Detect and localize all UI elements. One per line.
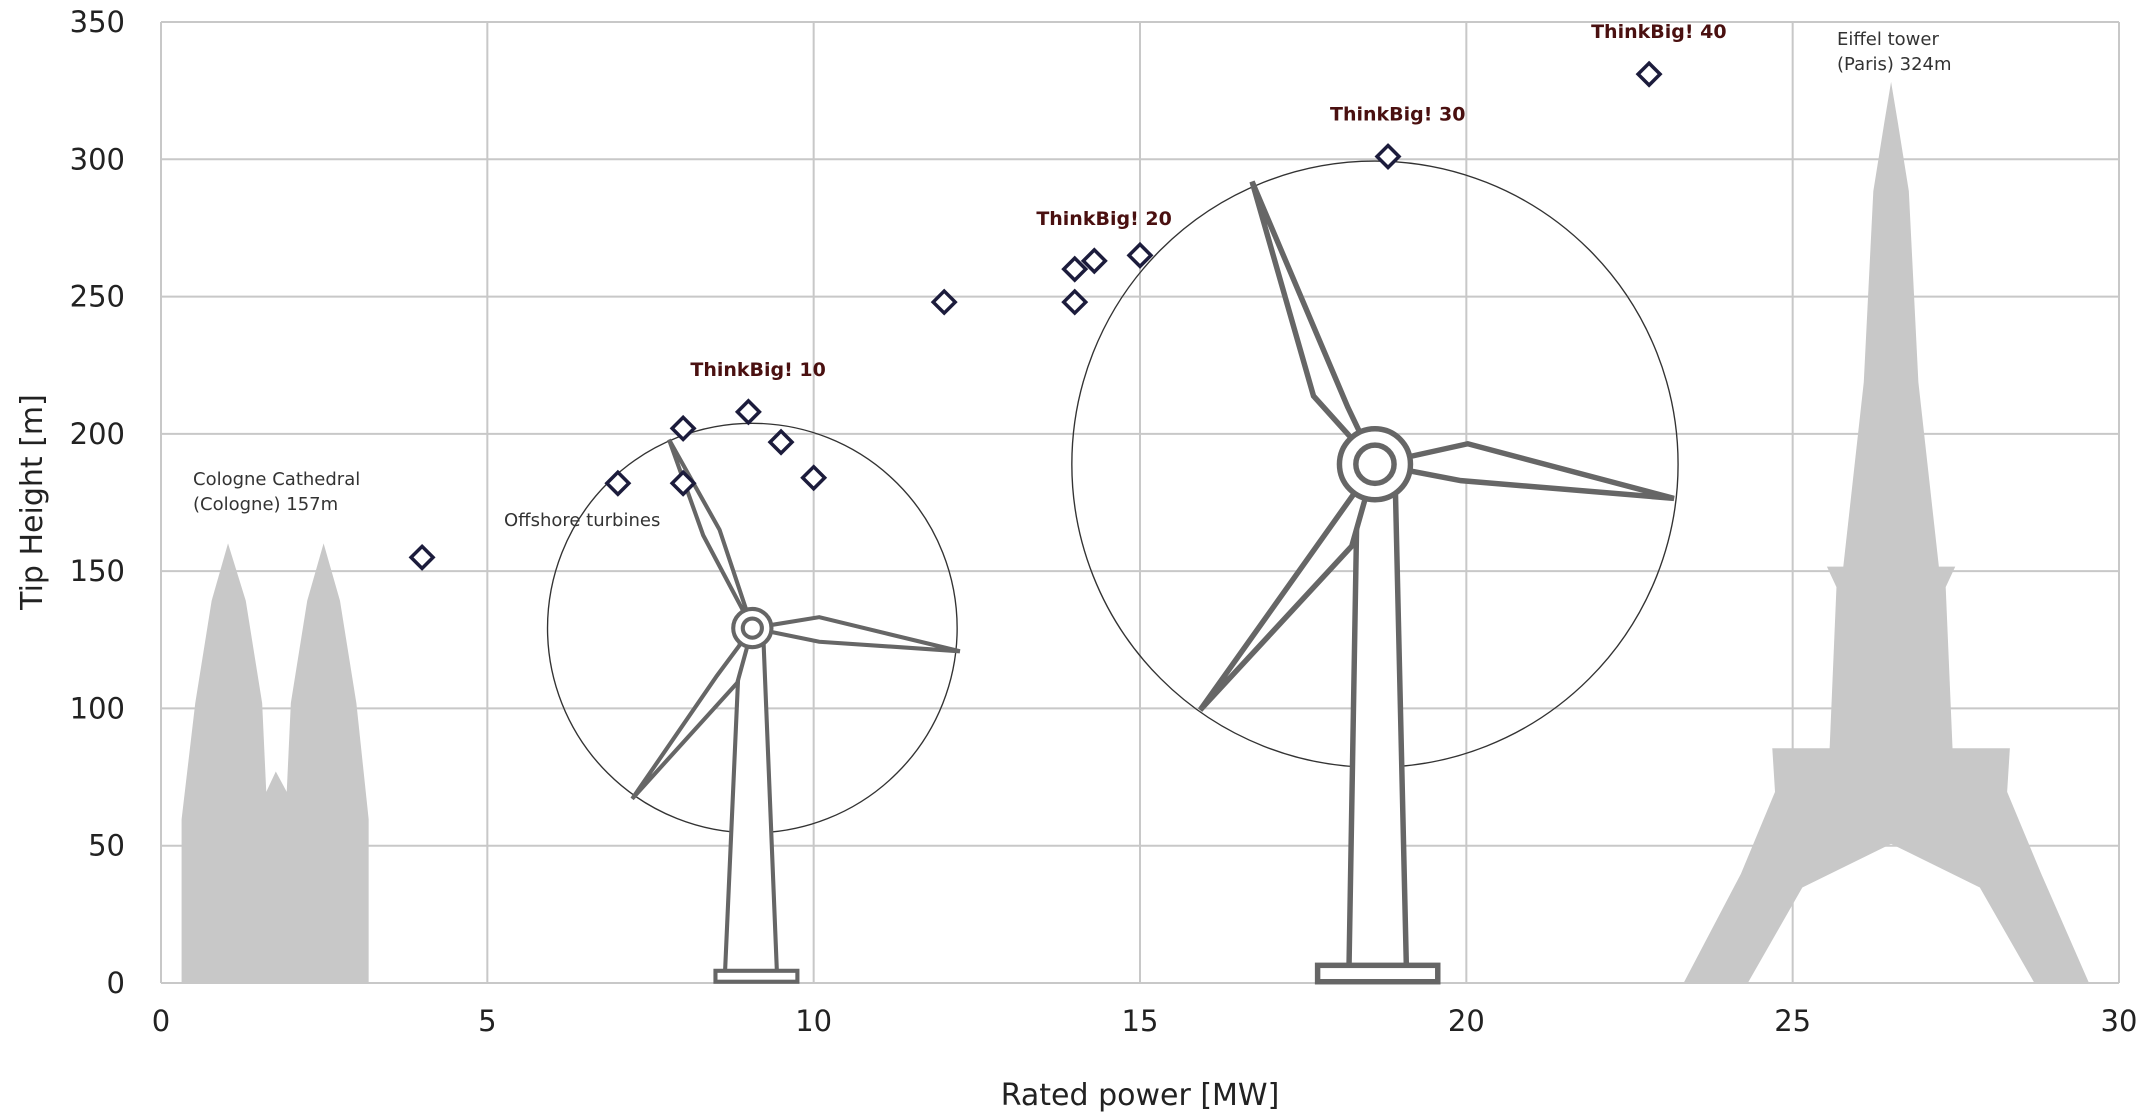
y-tick-label: 0 (107, 966, 125, 1000)
annotation: Offshore turbines (504, 510, 660, 531)
data-point (607, 472, 629, 494)
x-tick-label: 15 (1122, 1004, 1159, 1038)
y-tick-label: 300 (70, 142, 125, 176)
x-tick-label: 25 (1774, 1004, 1811, 1038)
y-tick-label: 200 (70, 417, 125, 451)
data-point (672, 417, 694, 439)
x-tick-label: 5 (478, 1004, 496, 1038)
y-axis-label: Tip Height [m] (15, 394, 50, 611)
x-tick-label: 10 (795, 1004, 832, 1038)
point-label: ThinkBig! 30 (1330, 104, 1465, 126)
eiffel-silhouette (1684, 82, 2090, 983)
point-label: ThinkBig! 40 (1591, 21, 1726, 43)
cathedral-silhouette (182, 543, 369, 983)
point-label: ThinkBig! 20 (1036, 208, 1171, 230)
data-point (411, 546, 433, 568)
annotation: (Paris) 324m (1837, 54, 1952, 75)
annotation: Eiffel tower (1837, 29, 1939, 50)
x-tick-label: 20 (1448, 1004, 1485, 1038)
y-tick-label: 350 (70, 5, 125, 39)
data-point (803, 467, 825, 489)
data-point (933, 291, 955, 313)
annotation: Cologne Cathedral (193, 469, 360, 490)
data-point (737, 401, 759, 423)
data-point (1064, 291, 1086, 313)
chart: Cologne Cathedral (Cologne) 157m Offshor… (0, 0, 2141, 1118)
data-point (1638, 63, 1660, 85)
turbine-small (548, 423, 960, 981)
point-label: ThinkBig! 10 (690, 359, 825, 381)
y-tick-label: 250 (70, 280, 125, 314)
y-tick-label: 150 (70, 554, 125, 588)
annotation: (Cologne) 157m (193, 494, 338, 515)
y-tick-label: 50 (88, 829, 125, 863)
data-point (1377, 146, 1399, 168)
x-tick-label: 30 (2101, 1004, 2138, 1038)
x-axis-label: Rated power [MW] (1001, 1078, 1280, 1113)
x-tick-label: 0 (152, 1004, 170, 1038)
y-tick-label: 100 (70, 691, 125, 725)
